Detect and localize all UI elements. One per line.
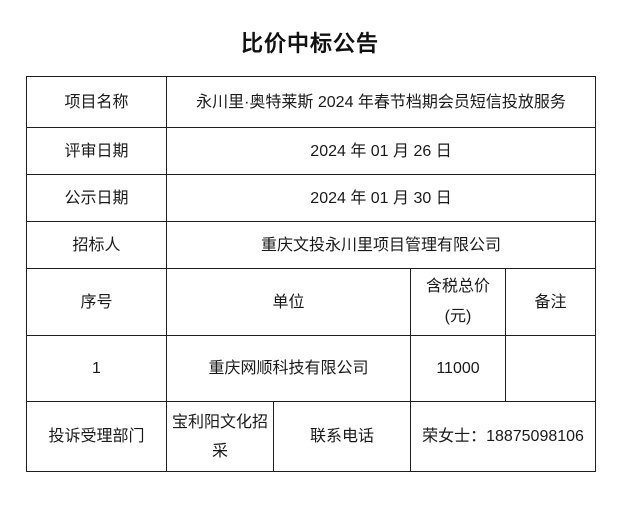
info-row-publicity-date: 公示日期 2024 年 01 月 30 日 <box>26 174 597 222</box>
info-label-review-date: 评审日期 <box>26 127 167 175</box>
bid-cell-unit: 重庆网顺科技有限公司 <box>166 335 411 402</box>
info-value-tenderer: 重庆文投永川里项目管理有限公司 <box>165 221 597 269</box>
info-row-project-name: 项目名称 永川里·奥特莱斯 2024 年春节档期会员短信投放服务 <box>26 76 597 128</box>
bid-table-data-row: 1 重庆网顺科技有限公司 11000 <box>26 335 597 402</box>
bid-cell-total-price: 11000 <box>410 335 506 402</box>
complaint-row: 投诉受理部门 宝利阳文化招采 联系电话 荣女士：18875098106 <box>26 401 597 472</box>
info-row-tenderer: 招标人 重庆文投永川里项目管理有限公司 <box>26 221 597 269</box>
info-value-review-date: 2024 年 01 月 26 日 <box>165 127 597 175</box>
complaint-label: 投诉受理部门 <box>26 401 167 472</box>
total-price-line2: (元) <box>444 308 472 325</box>
info-label-publicity-date: 公示日期 <box>26 174 167 222</box>
info-label-project-name: 项目名称 <box>26 76 167 128</box>
info-label-tenderer: 招标人 <box>26 221 167 269</box>
info-value-project-name: 永川里·奥特莱斯 2024 年春节档期会员短信投放服务 <box>165 76 597 128</box>
complaint-phone-contact: 荣女士：18875098106 <box>409 401 597 472</box>
col-header-index: 序号 <box>26 268 167 336</box>
complaint-phone-label: 联系电话 <box>273 401 411 472</box>
col-header-remark: 备注 <box>504 268 597 336</box>
bid-cell-index: 1 <box>26 335 167 402</box>
bid-table-header-row: 序号 单位 含税总价 (元) 备注 <box>26 268 597 336</box>
info-row-review-date: 评审日期 2024 年 01 月 26 日 <box>26 127 597 175</box>
info-value-publicity-date: 2024 年 01 月 30 日 <box>165 174 597 222</box>
bid-cell-remark <box>504 335 597 402</box>
col-header-unit: 单位 <box>166 268 411 336</box>
page-title: 比价中标公告 <box>240 31 379 56</box>
col-header-total-price-text: 含税总价 (元) <box>415 272 501 332</box>
announcement-table: 项目名称 永川里·奥特莱斯 2024 年春节档期会员短信投放服务 评审日期 20… <box>26 76 597 472</box>
complaint-department: 宝利阳文化招采 <box>166 401 274 472</box>
col-header-total-price: 含税总价 (元) <box>410 268 506 336</box>
total-price-line1: 含税总价 <box>425 278 490 295</box>
